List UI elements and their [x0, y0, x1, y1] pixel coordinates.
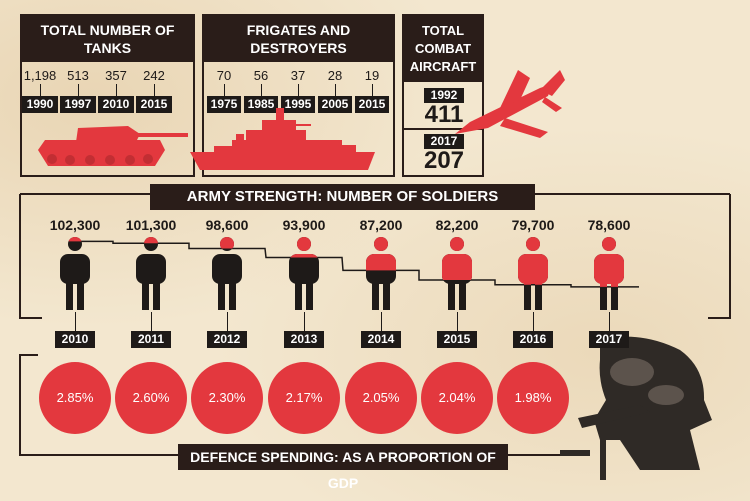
gdp-title: DEFENCE SPENDING: AS A PROPORTION OF GDP — [178, 444, 508, 491]
ship-tick — [298, 84, 299, 96]
aircraft-year: 2017 — [424, 134, 464, 149]
gdp-circle: 1.98% — [497, 362, 569, 434]
aircraft-title: TOTAL COMBAT AIRCRAFT — [404, 16, 482, 82]
army-value: 79,700 — [511, 217, 555, 233]
army-value: 102,300 — [49, 217, 101, 233]
tank-value: 357 — [105, 68, 127, 83]
ship-value: 28 — [327, 68, 343, 83]
tank-value: 1,198 — [23, 68, 57, 83]
army-year: 2014 — [361, 331, 401, 348]
army-year: 2016 — [513, 331, 553, 348]
soldier-figure-icon — [442, 237, 472, 310]
army-title: ARMY STRENGTH: NUMBER OF SOLDIERS — [150, 184, 535, 210]
ship-year: 1975 — [207, 96, 241, 113]
gdp-circle: 2.17% — [268, 362, 340, 434]
ship-value: 19 — [364, 68, 380, 83]
army-year: 2012 — [207, 331, 247, 348]
gdp-circle: 2.60% — [115, 362, 187, 434]
tank-value: 242 — [143, 68, 165, 83]
aircraft-value: 207 — [423, 147, 465, 174]
army-tick — [151, 312, 152, 332]
army-year: 2013 — [284, 331, 324, 348]
army-value: 93,900 — [282, 217, 326, 233]
ship-tick — [372, 84, 373, 96]
ships-panel: FRIGATES AND DESTROYERS — [202, 14, 395, 177]
soldier-figure-icon — [212, 237, 242, 310]
army-tick — [609, 312, 610, 332]
ship-year: 1995 — [281, 96, 315, 113]
ship-tick — [224, 84, 225, 96]
tank-year: 1997 — [60, 96, 96, 113]
tank-tick — [154, 84, 155, 96]
soldier-figure-icon — [60, 237, 90, 310]
tank-tick — [116, 84, 117, 96]
aircraft-year: 1992 — [424, 88, 464, 103]
soldier-figure-icon — [594, 237, 624, 310]
soldier-figure-icon — [366, 237, 396, 310]
army-tick — [75, 312, 76, 332]
army-year: 2011 — [131, 331, 171, 348]
tank-year: 2010 — [98, 96, 134, 113]
soldier-figure-icon — [289, 237, 319, 310]
soldier-figure-icon — [518, 237, 548, 310]
gdp-circle: 2.30% — [191, 362, 263, 434]
gdp-circle: 2.05% — [345, 362, 417, 434]
ship-year: 2015 — [355, 96, 389, 113]
aircraft-divider — [404, 128, 482, 130]
army-tick — [381, 312, 382, 332]
tanks-title: TOTAL NUMBER OF TANKS — [22, 16, 193, 62]
tanks-panel: TOTAL NUMBER OF TANKS — [20, 14, 195, 177]
ship-tick — [335, 84, 336, 96]
army-year: 2017 — [589, 331, 629, 348]
army-value: 101,300 — [125, 217, 177, 233]
gdp-circle: 2.85% — [39, 362, 111, 434]
ships-title: FRIGATES AND DESTROYERS — [204, 16, 393, 62]
army-tick — [457, 312, 458, 332]
ship-value: 70 — [216, 68, 232, 83]
army-year: 2015 — [437, 331, 477, 348]
tank-value: 513 — [67, 68, 89, 83]
tank-tick — [78, 84, 79, 96]
gdp-circle: 2.04% — [421, 362, 493, 434]
army-tick — [304, 312, 305, 332]
soldier-figure-icon — [136, 237, 166, 310]
army-value: 87,200 — [359, 217, 403, 233]
ship-tick — [261, 84, 262, 96]
army-value: 98,600 — [205, 217, 249, 233]
army-tick — [227, 312, 228, 332]
ship-value: 56 — [253, 68, 269, 83]
tank-tick — [40, 84, 41, 96]
army-tick — [533, 312, 534, 332]
ship-year: 1985 — [244, 96, 278, 113]
ship-value: 37 — [290, 68, 306, 83]
tank-year: 1990 — [22, 96, 58, 113]
tank-year: 2015 — [136, 96, 172, 113]
aircraft-panel: TOTAL COMBAT AIRCRAFT — [402, 14, 484, 177]
aircraft-value: 411 — [424, 101, 464, 128]
ship-year: 2005 — [318, 96, 352, 113]
army-value: 82,200 — [435, 217, 479, 233]
army-value: 78,600 — [587, 217, 631, 233]
army-year: 2010 — [55, 331, 95, 348]
